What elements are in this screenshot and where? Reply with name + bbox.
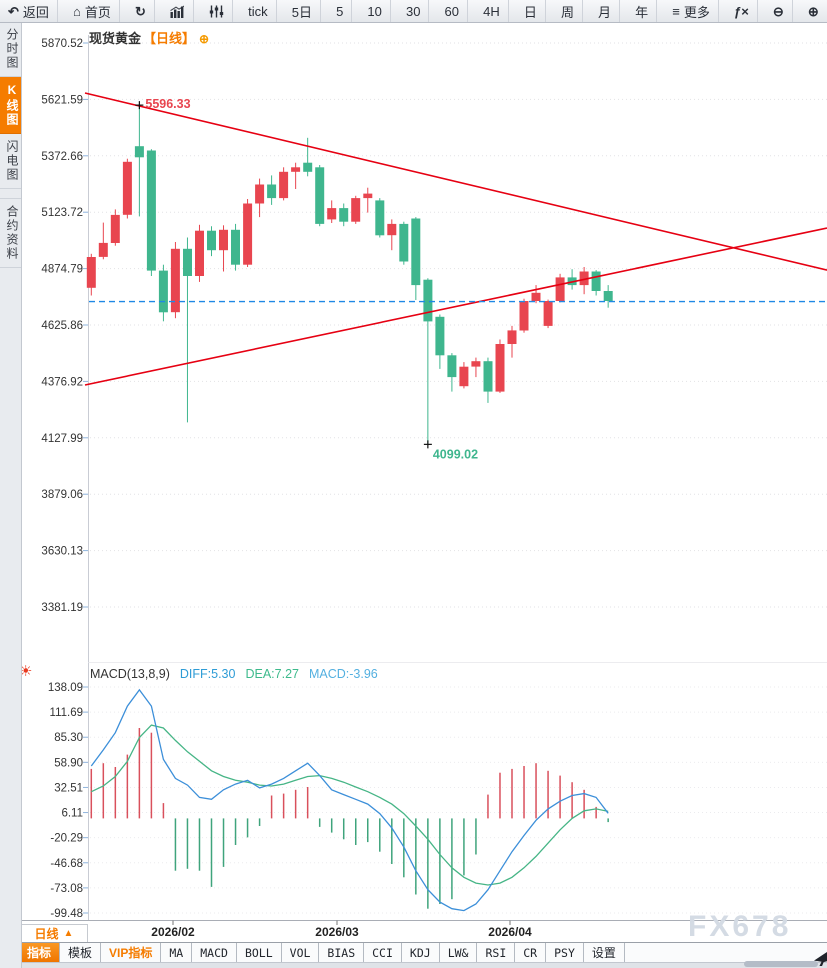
interval-month-button[interactable]: 月: [590, 0, 621, 22]
macd-dea-value: DEA:7.27: [245, 667, 299, 681]
chart-type-candles-button[interactable]: [201, 0, 234, 22]
tab-指标[interactable]: 指标: [19, 943, 61, 962]
tab-cr[interactable]: CR: [515, 943, 547, 962]
interval-year-button[interactable]: 年: [627, 0, 658, 22]
home-label: 首页: [84, 4, 111, 20]
tab-模板[interactable]: 模板: [60, 943, 102, 962]
sidebar-item-contract-info[interactable]: 合约资料: [0, 198, 21, 268]
fx-icon: ƒ×: [733, 3, 749, 19]
tab-boll[interactable]: BOLL: [237, 943, 282, 962]
back-label: 返回: [22, 4, 49, 20]
sidebar-item-time-share-chart[interactable]: 分时图: [0, 22, 21, 77]
sidebar-item-lightning-chart[interactable]: 闪电图: [0, 134, 21, 189]
interval-4h-label: 4H: [483, 3, 500, 19]
chart-header: 现货黄金 【日线】 ⊕: [89, 28, 209, 47]
interval-year-label: 年: [635, 4, 649, 20]
bottom-strip: [0, 962, 827, 968]
tab-ma[interactable]: MA: [161, 943, 193, 962]
tab-rsi[interactable]: RSI: [477, 943, 516, 962]
tab-cci[interactable]: CCI: [364, 943, 402, 962]
more-icon: ≡: [672, 3, 680, 19]
zoom-out-icon: ⊖: [772, 3, 784, 19]
interval-30-label: 30: [405, 3, 421, 19]
macd-header: MACD(13,8,9) DIFF:5.30 DEA:7.27 MACD:-3.96: [90, 667, 388, 681]
interval-week-label: 周: [560, 4, 574, 20]
more-label: 更多: [683, 4, 710, 20]
horizontal-scrollbar-thumb[interactable]: [744, 961, 818, 967]
sun-icon[interactable]: ☀: [19, 663, 33, 680]
interval-10-button[interactable]: 10: [359, 0, 391, 22]
interval-5d-label: 5日: [291, 4, 312, 20]
chart-background: [22, 22, 827, 968]
zoom-in-button[interactable]: ⊕: [800, 0, 827, 22]
sidebar-item-kline-chart[interactable]: K线图: [0, 77, 21, 134]
interval-30-button[interactable]: 30: [398, 0, 430, 22]
interval-month-label: 月: [598, 4, 612, 20]
chart-type-bars-button[interactable]: [162, 0, 194, 22]
home-button[interactable]: ⌂ 首页: [65, 0, 120, 22]
macd-params-label: MACD(13,8,9): [90, 667, 170, 681]
period-tag: 【日线】: [143, 31, 196, 46]
zoom-in-icon: ⊕: [807, 3, 819, 19]
back-arrow-icon: ↶: [8, 3, 19, 19]
tab-vol[interactable]: VOL: [282, 943, 320, 962]
interval-5d-button[interactable]: 5日: [284, 0, 321, 22]
tab-macd[interactable]: MACD: [192, 943, 237, 962]
home-icon: ⌂: [73, 3, 81, 19]
interval-week-button[interactable]: 周: [553, 0, 583, 22]
watermark: FX678: [688, 910, 792, 943]
candles-icon: [209, 5, 224, 18]
interval-60-label: 60: [444, 3, 460, 19]
top-toolbar: ↶ 返回 ⌂ 首页 ↻ tick 5日 5 10 30 60 4H 日 周 月 年 ≡ 更多 ƒ× ⊖ ⊕: [0, 0, 827, 23]
tab-kdj[interactable]: KDJ: [402, 943, 440, 962]
macd-bar-value: MACD:-3.96: [308, 667, 378, 681]
interval-4h-button[interactable]: 4H: [475, 0, 509, 22]
tab-psy[interactable]: PSY: [546, 943, 584, 962]
interval-tick-button[interactable]: tick: [240, 0, 277, 22]
symbol-name: 现货黄金: [89, 31, 142, 46]
interval-day-label: 日: [523, 4, 537, 20]
interval-10-label: 10: [367, 3, 382, 19]
zoom-out-button[interactable]: ⊖: [765, 0, 793, 22]
back-button[interactable]: ↶ 返回: [0, 0, 58, 22]
period-selector[interactable]: 日线 ▲: [20, 924, 88, 943]
interval-5-button[interactable]: 5: [328, 0, 353, 22]
tab-bias[interactable]: BIAS: [319, 943, 365, 962]
interval-day-button[interactable]: 日: [516, 0, 546, 22]
period-selector-label: 日线: [34, 927, 59, 941]
indicator-tabbar: 指标 模板 VIP指标 MA MACD BOLL VOL BIAS CCI KDJ LW& RSI CR…: [0, 942, 827, 962]
left-sidebar: 分时图 K线图 闪电图合约资料: [0, 22, 22, 968]
interval-5-label: 5: [336, 3, 344, 19]
refresh-button[interactable]: ↻: [127, 0, 155, 22]
bar-chart-icon: [170, 5, 185, 18]
interval-60-button[interactable]: 60: [437, 0, 469, 22]
tab-lw&[interactable]: LW&: [440, 943, 478, 962]
more-button[interactable]: ≡ 更多: [664, 0, 719, 22]
tab-设置[interactable]: 设置: [584, 943, 625, 962]
refresh-icon: ↻: [134, 3, 146, 19]
tab-vip指标[interactable]: VIP指标: [101, 943, 162, 962]
circle-plus-icon[interactable]: ⊕: [199, 32, 210, 46]
macd-diff-value: DIFF:5.30: [179, 667, 236, 681]
fx-functions-button[interactable]: ƒ×: [726, 0, 758, 22]
interval-tick-label: tick: [248, 3, 268, 19]
triangle-up-icon: ▲: [63, 928, 74, 939]
